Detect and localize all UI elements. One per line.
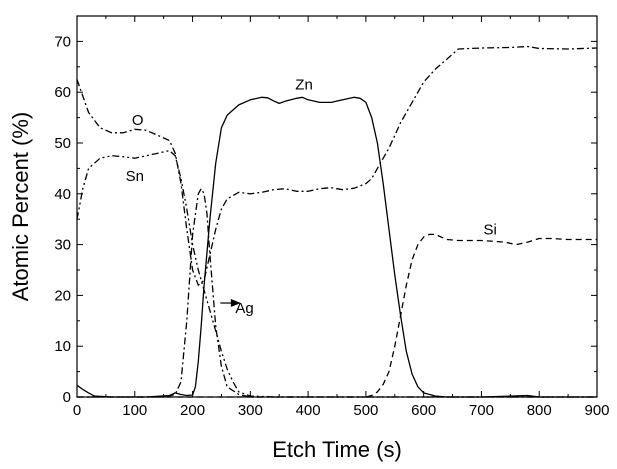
y-tick-label: 30 <box>54 237 71 254</box>
x-axis-title: Etch Time (s) <box>272 437 402 462</box>
x-tick-label: 300 <box>238 402 263 419</box>
y-tick-label: 0 <box>63 389 71 406</box>
x-tick-label: 200 <box>180 402 205 419</box>
x-tick-label: 400 <box>296 402 321 419</box>
y-tick-label: 60 <box>54 84 71 101</box>
labels-layer: O Sn Zn Si Ag <box>126 77 497 318</box>
y-tick-label: 40 <box>54 186 71 203</box>
series-line-ag <box>77 188 597 398</box>
series-line-si <box>77 233 597 398</box>
y-axis-title: Atomic Percent (%) <box>8 112 33 302</box>
x-tick-label: 700 <box>469 402 494 419</box>
series-label-sn: Sn <box>126 168 144 185</box>
series-label-ag: Ag <box>235 300 253 317</box>
ticks-layer: 0 100 200 300 400 500 600 700 800 900 0 10 20 30 40 50 6… <box>54 16 610 419</box>
y-tick-label: 50 <box>54 135 71 152</box>
x-tick-label: 500 <box>353 402 378 419</box>
y-tick-label: 10 <box>54 338 71 355</box>
series-label-si: Si <box>483 221 496 238</box>
series-line-zn <box>76 96 597 398</box>
x-tick-label: 100 <box>122 402 147 419</box>
x-tick-label: 900 <box>584 402 609 419</box>
plot-frame <box>76 15 598 398</box>
x-tick-label: 600 <box>411 402 436 419</box>
arrow-ag-head <box>230 299 241 308</box>
series-line-sn <box>76 149 597 398</box>
y-tick-label: 20 <box>54 287 71 304</box>
series-line-o <box>76 45 598 286</box>
y-tick-label: 70 <box>54 33 71 50</box>
x-tick-label: 0 <box>73 402 81 419</box>
x-tick-label: 800 <box>527 402 552 419</box>
series-label-o: O <box>132 112 144 129</box>
series-label-zn: Zn <box>295 77 313 94</box>
series-layer <box>76 45 598 398</box>
